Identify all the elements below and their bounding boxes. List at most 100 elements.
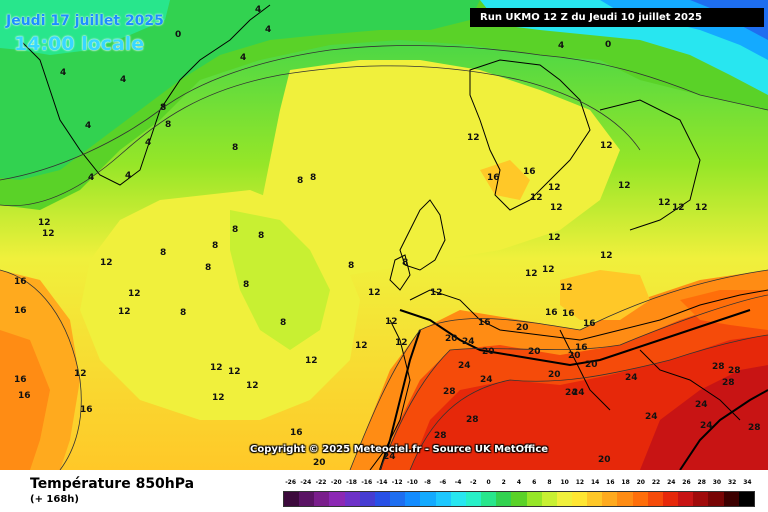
legend-tick-label: 20 — [636, 479, 645, 486]
isotherm-value-label: 8 — [205, 263, 211, 273]
zone-32-south — [640, 365, 768, 470]
color-legend: -26 -24 -22 -20 -18 -16 -14 -12 -10 -8 -6 -4 -2 0 2 4 6 8… — [283, 479, 755, 509]
isotherm-value-label: 0 — [175, 30, 181, 40]
forecast-time: 14:00 locale — [14, 33, 145, 55]
legend-swatch — [359, 492, 375, 506]
legend-swatch — [678, 492, 694, 506]
isotherm-value-label: 8 — [402, 258, 408, 268]
isotherm-value-label: 28 — [466, 415, 479, 425]
isotherm-value-label: 28 — [722, 378, 735, 388]
legend-tick-label: 16 — [606, 479, 615, 486]
isotherm-value-label: 12 — [548, 183, 561, 193]
legend-swatch — [374, 492, 391, 506]
isotherm-value-label: 24 — [458, 361, 471, 371]
legend-tick-label: 26 — [682, 479, 691, 486]
isotherm-value-label: 12 — [695, 203, 708, 213]
isotherm-value-label: 4 — [88, 173, 94, 183]
isotherm-value-label: 12 — [600, 251, 613, 261]
legend-swatch — [571, 492, 588, 506]
zone-20-west — [0, 330, 50, 470]
legend-tick-label: 24 — [667, 479, 676, 486]
legend-tick-label: 18 — [621, 479, 630, 486]
isotherm-value-label: 12 — [42, 229, 55, 239]
isotherm-value-label: 4 — [85, 121, 91, 131]
lead-time: (+ 168h) — [30, 494, 79, 505]
legend-swatch — [481, 492, 497, 506]
isotherm-value-label: 12 — [128, 289, 141, 299]
legend-tick-label: 22 — [651, 479, 661, 486]
legend-swatch — [617, 492, 633, 506]
legend-tick-label: -10 — [406, 479, 418, 486]
isotherm-value-label: 12 — [600, 141, 613, 151]
isotherm-value-label: 8 — [310, 173, 316, 183]
isotherm-value-label: 12 — [548, 233, 561, 243]
map-footer: Température 850hPa (+ 168h) -26 -24 -22 -20… — [0, 470, 768, 512]
legend-tick-label: 8 — [547, 479, 552, 486]
legend-tick-label: 28 — [697, 479, 706, 486]
isotherm-value-label: 24 — [383, 452, 396, 462]
legend-tick-label: 6 — [532, 479, 537, 486]
legend-tick-label: -8 — [424, 479, 431, 486]
isotherm-value-label: 8 — [232, 143, 238, 153]
isotherm-value-label: 12 — [618, 181, 631, 191]
legend-swatch — [465, 492, 482, 506]
legend-tick-label: -20 — [330, 479, 342, 486]
legend-swatch — [435, 492, 451, 506]
legend-swatch — [405, 492, 421, 506]
legend-swatch — [541, 492, 557, 506]
isotherm-value-label: 8 — [243, 280, 249, 290]
legend-swatch — [420, 492, 436, 506]
isotherm-value-label: 12 — [210, 363, 223, 373]
isotherm-value-label: 12 — [355, 341, 368, 351]
zone-8-atlantic — [230, 210, 330, 350]
legend-tick-label: -18 — [346, 479, 357, 486]
isotherm-value-label: 4 — [240, 53, 246, 63]
isotherm-value-label: 12 — [658, 198, 671, 208]
legend-swatch — [314, 492, 330, 506]
field-title: Température 850hPa — [30, 476, 195, 492]
isotherm-value-label: 16 — [18, 391, 31, 401]
isotherm-value-label: 4 — [60, 68, 66, 78]
legend-tick-label: 30 — [712, 479, 722, 486]
isotherm-value-label: 20 — [598, 455, 611, 465]
isotherm-value-label: 0 — [605, 40, 611, 50]
isotherm-value-label: 8 — [297, 176, 303, 186]
legend-tick-row: -26 -24 -22 -20 -18 -16 -14 -12 -10 -8 -6 -4 -2 0 2 4 6 8… — [283, 479, 755, 491]
legend-swatch — [284, 492, 300, 506]
isotherm-value-label: 16 — [575, 343, 588, 353]
isotherm-value-label: 16 — [14, 277, 27, 287]
isotherm-value-label: 20 — [516, 323, 529, 333]
isotherm-value-label: 8 — [160, 103, 166, 113]
legend-tick-label: -16 — [361, 479, 373, 486]
legend-tick-label: 34 — [743, 479, 752, 486]
isotherm-value-label: 12 — [74, 369, 87, 379]
isotherm-value-label: 12 — [525, 269, 538, 279]
isotherm-value-label: 4 — [125, 171, 131, 181]
isotherm-value-label: 20 — [482, 347, 495, 357]
isotherm-value-label: 20 — [585, 360, 598, 370]
legend-swatch — [450, 492, 466, 506]
isotherm-value-label: 16 — [80, 405, 93, 415]
isotherm-value-label: 12 — [38, 218, 51, 228]
isotherm-value-label: 8 — [212, 241, 218, 251]
isotherm-value-label: 20 — [528, 347, 541, 357]
isotherm-value-label: 20 — [445, 334, 458, 344]
legend-swatch — [511, 492, 527, 506]
isotherm-value-label: 4 — [120, 75, 126, 85]
legend-tick-label: -24 — [300, 479, 312, 486]
legend-tick-label: -22 — [315, 479, 327, 486]
legend-swatch — [496, 492, 512, 506]
isotherm-value-label: 12 — [246, 381, 259, 391]
isotherm-value-label: 12 — [228, 367, 241, 377]
legend-tick-label: -6 — [439, 479, 447, 486]
isotherm-value-label: 16 — [523, 167, 536, 177]
isotherm-value-label: 16 — [478, 318, 491, 328]
isotherm-value-label: 12 — [550, 203, 563, 213]
isotherm-value-label: 12 — [430, 288, 443, 298]
zone-0-4 — [0, 0, 480, 180]
isotherm-value-label: 12 — [530, 193, 543, 203]
model-run-info: Run UKMO 12 Z du Jeudi 10 juillet 2025 — [470, 8, 764, 27]
legend-tick-label: 14 — [590, 479, 600, 486]
